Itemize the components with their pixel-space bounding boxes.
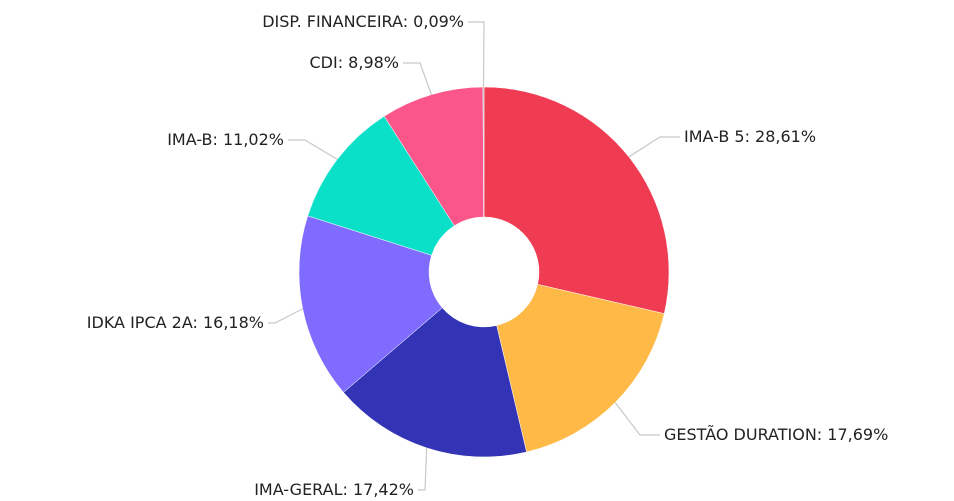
label-separator: : bbox=[213, 130, 223, 149]
label-value: 8,98% bbox=[348, 53, 399, 72]
label-separator: : bbox=[403, 12, 413, 31]
slice bbox=[483, 86, 670, 314]
label-category: IDKA IPCA 2A bbox=[87, 313, 193, 332]
slice-label: IMA-B 5: 28,61% bbox=[684, 127, 816, 146]
label-category: GESTÃO DURATION bbox=[664, 425, 817, 444]
slice bbox=[307, 115, 455, 256]
slice bbox=[482, 86, 485, 218]
leader-line bbox=[268, 308, 303, 324]
label-separator: : bbox=[745, 127, 755, 146]
slice bbox=[298, 215, 443, 393]
label-category: IMA-GERAL bbox=[254, 480, 342, 499]
slice-label: IMA-GERAL: 17,42% bbox=[254, 480, 414, 499]
label-value: 11,02% bbox=[223, 130, 284, 149]
slice-label: GESTÃO DURATION: 17,69% bbox=[664, 425, 888, 444]
leader-line bbox=[614, 402, 660, 436]
label-value: 17,42% bbox=[353, 480, 414, 499]
leader-line bbox=[468, 21, 485, 88]
label-separator: : bbox=[338, 53, 348, 72]
label-separator: : bbox=[343, 480, 353, 499]
slice bbox=[343, 307, 527, 458]
slice-label: IDKA IPCA 2A: 16,18% bbox=[87, 313, 264, 332]
label-value: 28,61% bbox=[755, 127, 816, 146]
label-separator: : bbox=[817, 425, 827, 444]
leader-line bbox=[403, 62, 433, 95]
label-value: 0,09% bbox=[413, 12, 464, 31]
leader-line bbox=[628, 136, 680, 158]
label-category: IMA-B bbox=[167, 130, 212, 149]
slice-label: IMA-B: 11,02% bbox=[167, 130, 284, 149]
label-value: 17,69% bbox=[827, 425, 888, 444]
label-category: IMA-B 5 bbox=[684, 127, 745, 146]
leader-line bbox=[418, 447, 428, 491]
slice-label: CDI: 8,98% bbox=[309, 53, 399, 72]
label-category: DISP. FINANCEIRA bbox=[262, 12, 403, 31]
label-separator: : bbox=[193, 313, 203, 332]
leader-line bbox=[288, 139, 338, 160]
label-category: CDI bbox=[309, 53, 337, 72]
label-value: 16,18% bbox=[203, 313, 264, 332]
slice-label: DISP. FINANCEIRA: 0,09% bbox=[262, 12, 464, 31]
slice bbox=[496, 284, 665, 453]
